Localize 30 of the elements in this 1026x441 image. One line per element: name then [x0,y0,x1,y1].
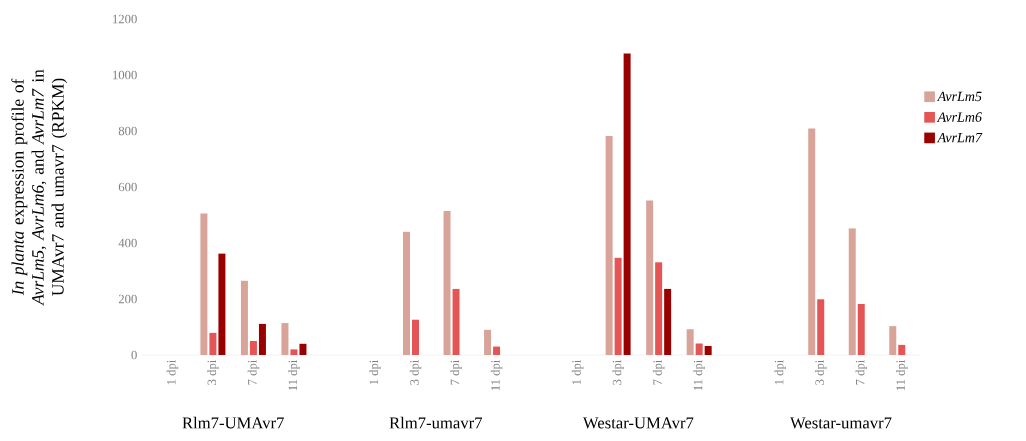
x-tick-label: 11 dpi [490,359,503,391]
x-tick-label: 3 dpi [409,359,422,385]
x-tick-label: 1 dpi [774,359,786,385]
x-tick-label: 1 dpi [166,359,179,385]
y-tick-label: 200 [118,294,137,304]
y-tick-label: 800 [118,126,137,136]
text: Rlm7-umavr7 [389,416,483,429]
x-tick-label: 3 dpi [814,359,827,385]
x-tick-label: 11 dpi [693,359,705,391]
x-tick-label: 7 dpi [855,359,867,385]
x-tick-label: 7 dpi [247,359,260,385]
x-tick-label: 1 dpi [571,359,584,385]
x-tick-label: 11 dpi [288,359,300,391]
y-tick-label: 1000 [113,70,137,80]
x-tick-label: 3 dpi [207,359,219,385]
text: Westar-UMAvr7 [582,417,694,429]
legend-label: AvrLm5 [936,91,982,102]
y-tick-label: 0 [131,350,137,360]
x-tick-label: 1 dpi [369,359,381,385]
x-tick-label: 7 dpi [652,359,665,385]
y-tick-label: 1200 [113,14,137,24]
x-tick-label: 11 dpi [896,359,908,391]
text: Westar-umavr7 [790,417,892,429]
legend-label: AvrLm6 [936,112,982,122]
x-tick-label: 7 dpi [450,359,462,385]
x-tick-label: 3 dpi [612,359,624,385]
legend-label: AvrLm7 [936,132,983,143]
text: Rlm7-UMAvr7 [182,416,284,429]
y-tick-label: 600 [118,182,137,192]
y-tick-label: 400 [118,238,137,248]
